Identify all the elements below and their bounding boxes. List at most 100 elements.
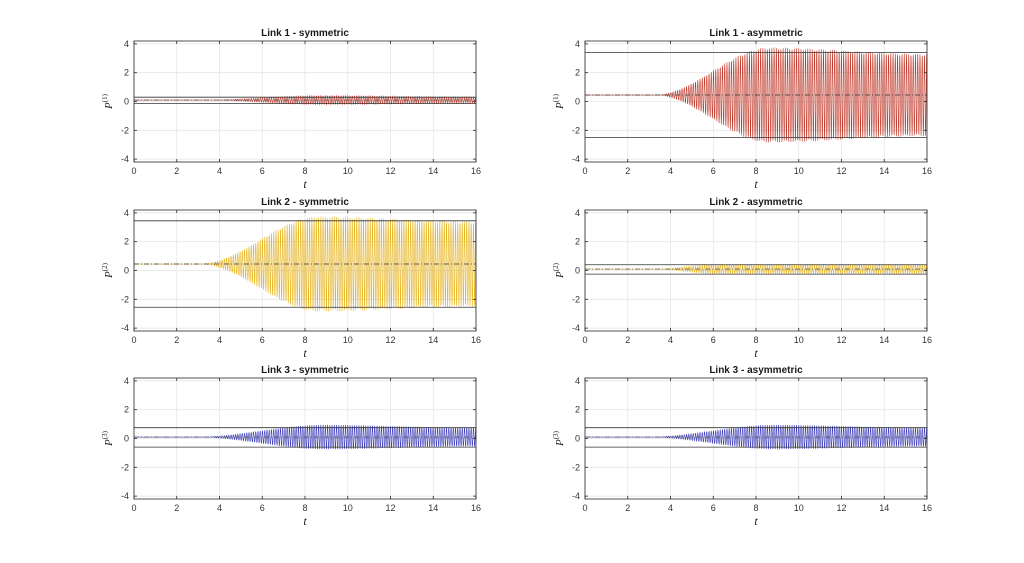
x-tick-label: 6 — [260, 335, 265, 345]
x-tick-label: 0 — [582, 335, 587, 345]
x-tick-label: 10 — [794, 503, 804, 513]
x-tick-label: 0 — [131, 503, 136, 513]
y-tick-label: 2 — [124, 405, 129, 415]
y-axis-label-base: P — [554, 102, 566, 110]
y-tick-label: -2 — [121, 125, 129, 135]
y-axis-label-superscript: (2) — [101, 262, 109, 271]
x-tick-label: 6 — [260, 503, 265, 513]
x-tick-label: 16 — [471, 503, 481, 513]
x-tick-label: 4 — [217, 503, 222, 513]
x-axis-label: t — [754, 346, 758, 360]
x-tick-label: 16 — [471, 335, 481, 345]
x-tick-label: 14 — [879, 166, 889, 176]
chart-title: Link 1 - symmetric — [261, 28, 349, 39]
y-tick-label: 4 — [575, 39, 580, 49]
x-tick-label: 10 — [794, 166, 804, 176]
x-tick-label: 12 — [836, 166, 846, 176]
y-axis-label-superscript: (3) — [552, 430, 560, 439]
x-tick-label: 10 — [343, 335, 353, 345]
y-tick-label: 4 — [124, 39, 129, 49]
x-tick-label: 8 — [753, 166, 758, 176]
x-tick-label: 14 — [428, 335, 438, 345]
x-tick-label: 12 — [836, 503, 846, 513]
y-tick-label: -4 — [572, 323, 580, 333]
x-tick-label: 8 — [753, 503, 758, 513]
y-tick-label: 0 — [575, 97, 580, 107]
chart-title: Link 2 - symmetric — [261, 197, 349, 208]
y-axis-label-base: P — [554, 439, 566, 447]
y-tick-label: -4 — [121, 154, 129, 164]
x-tick-label: 14 — [428, 166, 438, 176]
x-axis-label: t — [303, 346, 307, 360]
x-tick-label: 14 — [879, 503, 889, 513]
y-tick-label: -2 — [121, 462, 129, 472]
x-tick-label: 4 — [217, 335, 222, 345]
y-tick-label: 4 — [575, 376, 580, 386]
x-tick-label: 0 — [131, 166, 136, 176]
y-axis-label-base: P — [103, 102, 115, 110]
chart-title: Link 2 - asymmetric — [709, 197, 803, 208]
x-tick-label: 12 — [385, 166, 395, 176]
x-tick-label: 12 — [836, 335, 846, 345]
x-tick-label: 4 — [668, 503, 673, 513]
y-tick-label: 2 — [124, 68, 129, 78]
y-tick-label: 2 — [575, 405, 580, 415]
chart-panel-4: 0 2 4 6 8 10 12 14 16 -4 -2 0 2 4 Link 2 - asymmetric t… — [552, 197, 932, 360]
x-tick-label: 16 — [922, 166, 932, 176]
y-tick-label: 0 — [124, 97, 129, 107]
y-tick-label: -2 — [572, 125, 580, 135]
y-axis-label: P(3) — [101, 430, 115, 447]
y-axis-label-base: P — [554, 271, 566, 279]
y-tick-label: 2 — [575, 68, 580, 78]
x-tick-label: 6 — [260, 166, 265, 176]
chart-panel-6: 0 2 4 6 8 10 12 14 16 -4 -2 0 2 4 Link 3 - asymmetric t… — [552, 365, 932, 528]
x-tick-label: 2 — [174, 166, 179, 176]
y-tick-label: -2 — [572, 462, 580, 472]
chart-panel-1: 0 2 4 6 8 10 12 14 16 -4 -2 0 2 4 Link 1 - symmetric t P… — [101, 28, 481, 191]
y-tick-label: 0 — [124, 434, 129, 444]
chart-panel-5: 0 2 4 6 8 10 12 14 16 -4 -2 0 2 4 Link 3 - symmetric t P… — [101, 365, 481, 528]
x-tick-label: 16 — [471, 166, 481, 176]
y-tick-label: 4 — [575, 208, 580, 218]
x-tick-label: 8 — [753, 335, 758, 345]
x-tick-label: 12 — [385, 335, 395, 345]
x-tick-label: 8 — [302, 503, 307, 513]
y-axis-label-superscript: (1) — [101, 93, 109, 102]
x-tick-label: 8 — [302, 166, 307, 176]
x-axis-label: t — [303, 514, 307, 528]
x-tick-label: 2 — [625, 166, 630, 176]
y-axis-label-superscript: (2) — [552, 262, 560, 271]
x-tick-label: 6 — [711, 335, 716, 345]
y-axis-label-base: P — [103, 439, 115, 447]
y-axis-label: P(1) — [552, 93, 566, 110]
y-axis-label: P(2) — [552, 262, 566, 279]
y-tick-label: 0 — [575, 266, 580, 276]
y-tick-label: -4 — [572, 154, 580, 164]
x-tick-label: 2 — [174, 335, 179, 345]
x-tick-label: 14 — [879, 335, 889, 345]
y-tick-label: -4 — [121, 491, 129, 501]
x-tick-label: 12 — [385, 503, 395, 513]
x-tick-label: 4 — [217, 166, 222, 176]
x-tick-label: 10 — [794, 335, 804, 345]
x-axis-label: t — [754, 177, 758, 191]
x-tick-label: 16 — [922, 335, 932, 345]
x-tick-label: 4 — [668, 335, 673, 345]
x-tick-label: 10 — [343, 166, 353, 176]
chart-panel-2: 0 2 4 6 8 10 12 14 16 -4 -2 0 2 4 Link 1 - asymmetric t… — [552, 28, 932, 191]
x-tick-label: 16 — [922, 503, 932, 513]
chart-title: Link 3 - asymmetric — [709, 365, 803, 376]
y-tick-label: 4 — [124, 376, 129, 386]
y-axis-label: P(1) — [101, 93, 115, 110]
y-tick-label: 2 — [124, 237, 129, 247]
x-tick-label: 14 — [428, 503, 438, 513]
x-tick-label: 2 — [174, 503, 179, 513]
x-tick-label: 0 — [582, 166, 587, 176]
y-tick-label: -2 — [572, 294, 580, 304]
x-axis-label: t — [754, 514, 758, 528]
x-tick-label: 0 — [582, 503, 587, 513]
x-tick-label: 10 — [343, 503, 353, 513]
x-tick-label: 6 — [711, 166, 716, 176]
chart-title: Link 1 - asymmetric — [709, 28, 803, 39]
